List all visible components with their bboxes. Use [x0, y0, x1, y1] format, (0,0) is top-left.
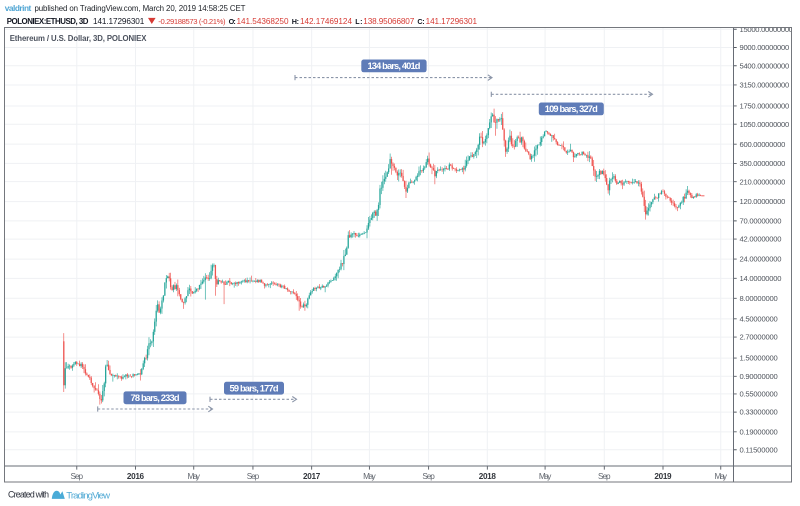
svg-text:May: May: [187, 472, 200, 481]
svg-text:42.00000000: 42.00000000: [740, 235, 782, 244]
svg-text:published on TradingView.com,: published on TradingView.com, March 20, …: [35, 4, 246, 13]
svg-text:0.19000000: 0.19000000: [740, 427, 778, 436]
svg-text:109 bars, 327d: 109 bars, 327d: [545, 104, 598, 114]
svg-text:14.00000000: 14.00000000: [740, 274, 782, 283]
svg-text:Ethereum / U.S. Dollar, 3D, PO: Ethereum / U.S. Dollar, 3D, POLONIEX: [10, 34, 147, 43]
svg-text:141.17296301: 141.17296301: [93, 17, 145, 26]
svg-text:15000.00000000: 15000.00000000: [740, 25, 794, 34]
svg-text:C:: C:: [417, 17, 424, 26]
svg-text:2018: 2018: [479, 472, 497, 481]
svg-text:Sep: Sep: [247, 472, 260, 481]
svg-text:O:: O:: [229, 17, 236, 26]
svg-text:Sep: Sep: [598, 472, 611, 481]
svg-text:0.90000000: 0.90000000: [740, 372, 778, 381]
svg-text:3150.00000000: 3150.00000000: [740, 81, 790, 90]
svg-text:Sep: Sep: [71, 472, 84, 481]
svg-text:120.00000000: 120.00000000: [740, 197, 786, 206]
svg-text:141.17296301: 141.17296301: [426, 17, 478, 26]
svg-text:Sep: Sep: [422, 472, 435, 481]
svg-text:TradingView: TradingView: [66, 491, 110, 502]
svg-text:138.95066807: 138.95066807: [363, 17, 414, 26]
svg-text:0.11500000: 0.11500000: [740, 445, 778, 454]
svg-text:59 bars, 177d: 59 bars, 177d: [230, 383, 279, 393]
svg-text:78 bars, 233d: 78 bars, 233d: [131, 393, 180, 403]
svg-text:2019: 2019: [654, 472, 672, 481]
svg-text:-0.29188573 (-0.21%): -0.29188573 (-0.21%): [158, 17, 226, 26]
svg-text:valdrint: valdrint: [5, 3, 32, 13]
svg-text:1050.00000000: 1050.00000000: [740, 120, 790, 129]
svg-text:POLONIEX:ETHUSD, 3D: POLONIEX:ETHUSD, 3D: [7, 17, 89, 26]
svg-text:210.00000000: 210.00000000: [740, 177, 786, 186]
svg-text:1750.00000000: 1750.00000000: [740, 102, 790, 111]
svg-text:5400.00000000: 5400.00000000: [740, 61, 790, 70]
svg-text:0.33000000: 0.33000000: [740, 408, 778, 417]
svg-text:May: May: [363, 472, 376, 481]
svg-text:Created with: Created with: [8, 490, 49, 500]
svg-text:4.50000000: 4.50000000: [740, 314, 778, 323]
svg-text:9000.00000000: 9000.00000000: [740, 43, 790, 52]
svg-text:1.50000000: 1.50000000: [740, 354, 778, 363]
svg-text:8.00000000: 8.00000000: [740, 294, 778, 303]
svg-text:134 bars, 401d: 134 bars, 401d: [367, 61, 420, 71]
svg-text:May: May: [539, 472, 552, 481]
svg-text:142.17469124: 142.17469124: [300, 17, 352, 26]
svg-text:350.00000000: 350.00000000: [740, 159, 786, 168]
svg-text:24.00000000: 24.00000000: [740, 255, 782, 264]
svg-text:70.00000000: 70.00000000: [740, 216, 782, 225]
svg-text:H:: H:: [292, 17, 299, 26]
svg-text:2016: 2016: [127, 472, 145, 481]
svg-text:2017: 2017: [303, 472, 321, 481]
svg-text:May: May: [715, 472, 728, 481]
svg-text:0.55000000: 0.55000000: [740, 389, 778, 398]
svg-text:141.54368250: 141.54368250: [237, 17, 289, 26]
svg-text:L:: L:: [355, 17, 362, 26]
svg-text:2.70000000: 2.70000000: [740, 333, 778, 342]
svg-text:600.00000000: 600.00000000: [740, 140, 786, 149]
